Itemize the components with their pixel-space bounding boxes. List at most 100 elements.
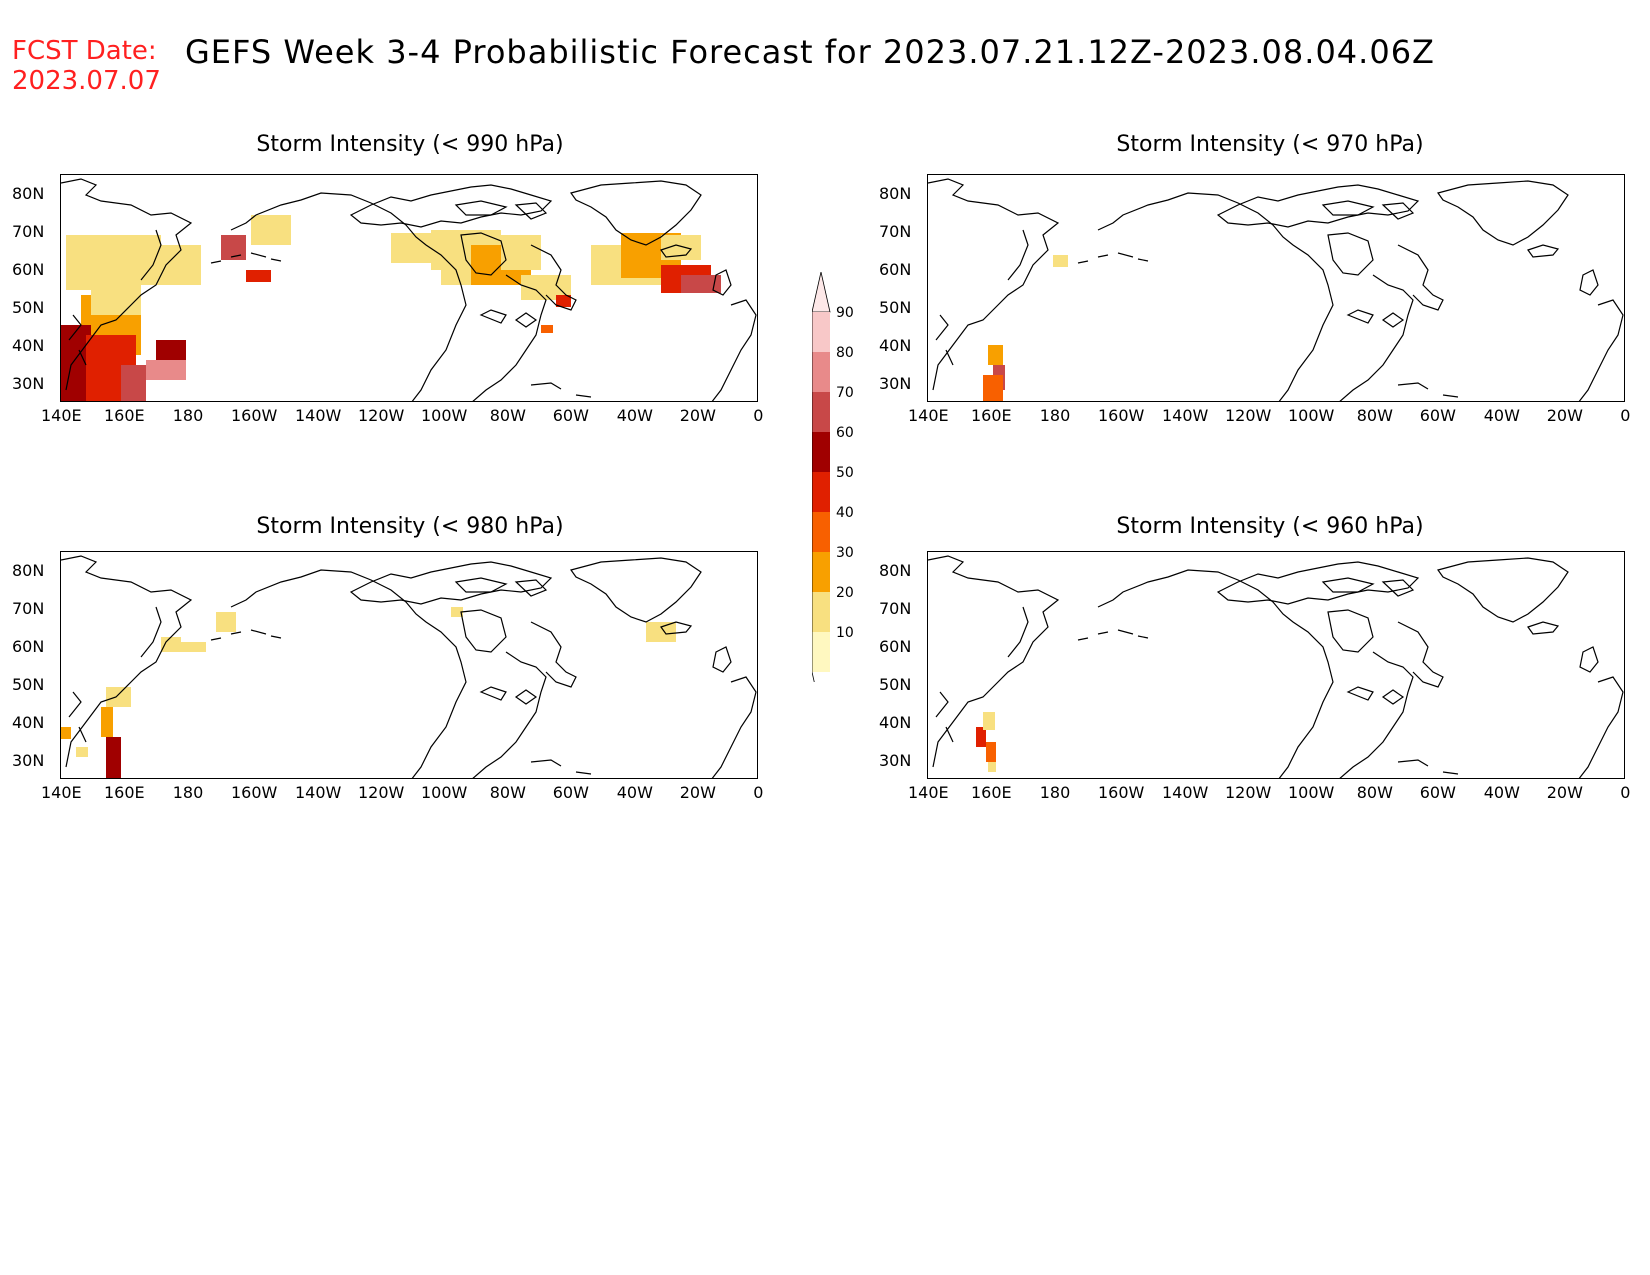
probability-shading xyxy=(681,275,721,293)
coastline xyxy=(68,314,87,366)
coastline xyxy=(928,555,1060,768)
y-tick-label: 40N xyxy=(879,336,912,355)
x-tick-label: 20W xyxy=(679,406,716,425)
coastline xyxy=(1077,252,1149,264)
coastline xyxy=(1327,609,1374,653)
coastline xyxy=(712,646,732,673)
coastline xyxy=(230,192,467,401)
coastline xyxy=(1397,621,1444,688)
legend-level-label: 70 xyxy=(836,385,854,401)
probability-shading xyxy=(541,325,553,333)
y-tick-label: 70N xyxy=(12,599,45,618)
legend-level-label: 90 xyxy=(836,305,854,321)
y-tick-label: 60N xyxy=(879,260,912,279)
probability-shading xyxy=(251,215,291,245)
map-canvas xyxy=(928,178,1624,401)
x-tick-label: 140E xyxy=(41,406,82,425)
fcst-date-value: 2023.07.07 xyxy=(12,66,161,96)
x-tick-label: 160E xyxy=(971,783,1012,802)
coastline xyxy=(1077,629,1149,641)
coastline xyxy=(1579,646,1599,673)
x-tick-label: 160E xyxy=(971,406,1012,425)
x-tick-label: 20W xyxy=(1546,406,1583,425)
probability-shading xyxy=(181,642,206,652)
coastline xyxy=(479,686,538,705)
x-tick-label: 100W xyxy=(1288,406,1335,425)
coastline xyxy=(349,184,553,228)
x-tick-label: 160W xyxy=(1098,783,1145,802)
probability-shading xyxy=(61,727,71,739)
coastline xyxy=(570,180,702,246)
coastline xyxy=(1216,184,1420,228)
legend-level-label: 80 xyxy=(836,345,854,361)
coastline xyxy=(1397,759,1459,775)
coastline xyxy=(1381,202,1415,220)
y-tick-label: 30N xyxy=(879,374,912,393)
legend-color-swatch xyxy=(812,392,830,432)
x-tick-label: 100W xyxy=(1288,783,1335,802)
legend-color-swatch xyxy=(812,512,830,552)
legend-color-swatch xyxy=(812,592,830,632)
coastline xyxy=(530,759,592,775)
x-tick-label: 160E xyxy=(104,406,145,425)
x-tick-label: 160E xyxy=(104,783,145,802)
coastline xyxy=(1578,676,1624,778)
x-tick-label: 100W xyxy=(421,783,468,802)
y-tick-label: 30N xyxy=(12,751,45,770)
coastline xyxy=(712,269,732,296)
y-tick-label: 50N xyxy=(12,675,45,694)
coastline xyxy=(1097,569,1334,778)
coastline xyxy=(1527,244,1560,258)
panel-title-980: Storm Intensity (< 980 hPa) xyxy=(256,514,564,539)
y-tick-label: 80N xyxy=(12,184,45,203)
probability-shading xyxy=(988,345,1003,365)
y-tick-label: 60N xyxy=(12,637,45,656)
coastline xyxy=(1216,561,1420,605)
coastline xyxy=(454,200,508,216)
probability-shading xyxy=(986,742,996,762)
coastline xyxy=(1578,299,1624,401)
probability-shading xyxy=(983,375,1003,401)
probability-shading xyxy=(556,295,571,307)
coastline xyxy=(454,577,508,593)
coastline xyxy=(1437,180,1569,246)
coastline xyxy=(230,569,467,778)
probability-shading xyxy=(1053,255,1068,267)
coastline xyxy=(1007,229,1029,281)
x-tick-label: 120W xyxy=(358,406,405,425)
probability-shading xyxy=(246,270,271,282)
map-panel-960 xyxy=(927,551,1625,779)
color-legend: 90 80 70 60 50 40 30 20 10 xyxy=(811,271,892,713)
y-tick-label: 60N xyxy=(12,260,45,279)
legend-arrow-top xyxy=(811,271,831,313)
legend-level-label: 40 xyxy=(836,505,854,521)
coastline xyxy=(349,561,553,605)
coastline xyxy=(570,557,702,623)
coastline xyxy=(1321,200,1375,216)
probability-shading xyxy=(216,612,236,632)
probability-shading xyxy=(988,762,996,772)
legend-level-label: 10 xyxy=(836,625,854,641)
y-tick-label: 40N xyxy=(12,336,45,355)
probability-shading xyxy=(121,365,146,401)
fcst-date-label: FCST Date: xyxy=(12,36,157,66)
coastline xyxy=(514,202,548,220)
coastline xyxy=(1321,577,1375,593)
coastline xyxy=(1339,651,1414,778)
x-tick-label: 60W xyxy=(1419,783,1456,802)
probability-shading xyxy=(106,737,121,778)
probability-shading xyxy=(451,607,463,617)
y-tick-label: 70N xyxy=(12,222,45,241)
y-tick-label: 60N xyxy=(879,637,912,656)
coastline xyxy=(1437,557,1569,623)
legend-color-swatch xyxy=(812,552,830,592)
x-tick-label: 80W xyxy=(1356,406,1393,425)
probability-shading xyxy=(161,637,181,652)
map-canvas xyxy=(928,555,1624,778)
legend-color-swatch xyxy=(812,472,830,512)
y-tick-label: 70N xyxy=(879,599,912,618)
y-tick-label: 50N xyxy=(12,298,45,317)
coastline xyxy=(711,299,757,401)
coastline xyxy=(530,621,577,688)
x-tick-label: 140W xyxy=(1162,783,1209,802)
